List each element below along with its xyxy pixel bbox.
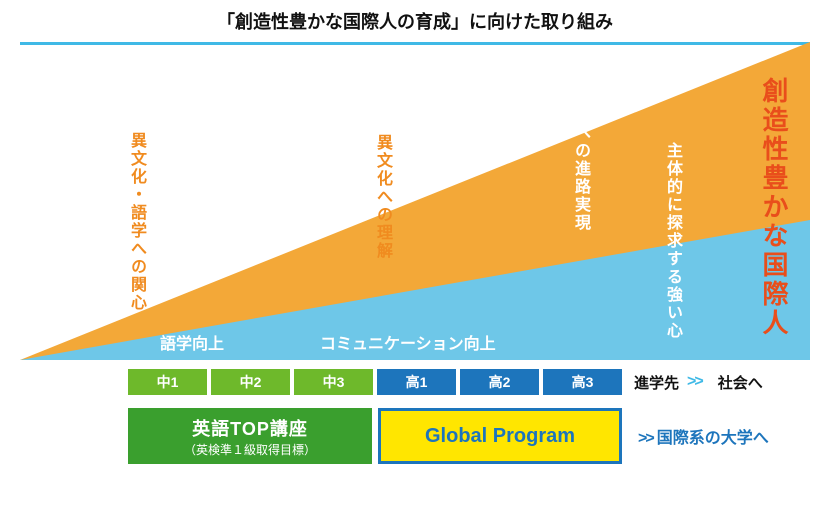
arrow-icon: >> — [687, 373, 702, 391]
title-main: 創造性豊かな国際人の育成 — [235, 12, 451, 32]
vertical-label: 創造性豊かな国際人 — [756, 77, 793, 338]
growth-chart: 異文化・語学への関心 異文化への理解 自己実現への進路実現主体的に探求する強い心 創造… — [20, 42, 810, 360]
vertical-label: 主体的に探求する強い心 — [660, 142, 684, 340]
destination-label: 進学先 — [634, 372, 679, 393]
arrow-icon: >> — [638, 430, 653, 447]
program-row: 英語TOP講座 （英検準１級取得目標） Global Program >>国際系… — [128, 408, 830, 464]
horizontal-label: コミュニケーション向上 — [320, 330, 496, 354]
english-top-subtitle: （英検準１級取得目標） — [184, 441, 316, 458]
grade-box: 高2 — [460, 369, 539, 395]
grade-box: 高1 — [377, 369, 456, 395]
grade-box: 中3 — [294, 369, 373, 395]
vertical-label: 異文化への理解 — [370, 134, 394, 260]
intl-university-label: >>国際系の大学へ — [638, 424, 769, 448]
horizontal-label: 語学向上 — [160, 330, 224, 354]
vertical-label: 異文化・語学への関心 — [124, 132, 148, 312]
title-bracket-open: 「 — [217, 12, 235, 32]
grade-box: 高3 — [543, 369, 622, 395]
global-program-label: Global Program — [425, 425, 575, 448]
grade-row: 中1中2中3 高1高2高3 進学先 >> 社会へ — [128, 368, 830, 396]
society-label: 社会へ — [718, 372, 763, 393]
vertical-label: 自己実現への進路実現 — [568, 52, 592, 232]
intl-text: 国際系の大学へ — [657, 430, 769, 447]
english-top-title: 英語TOP講座 — [192, 415, 308, 441]
grade-box: 中1 — [128, 369, 207, 395]
page-title: 「創造性豊かな国際人の育成」に向けた取り組み — [0, 0, 830, 34]
title-suffix: 」に向けた取り組み — [451, 12, 613, 32]
english-top-program: 英語TOP講座 （英検準１級取得目標） — [128, 408, 372, 464]
global-program: Global Program — [378, 408, 622, 464]
grade-box: 中2 — [211, 369, 290, 395]
